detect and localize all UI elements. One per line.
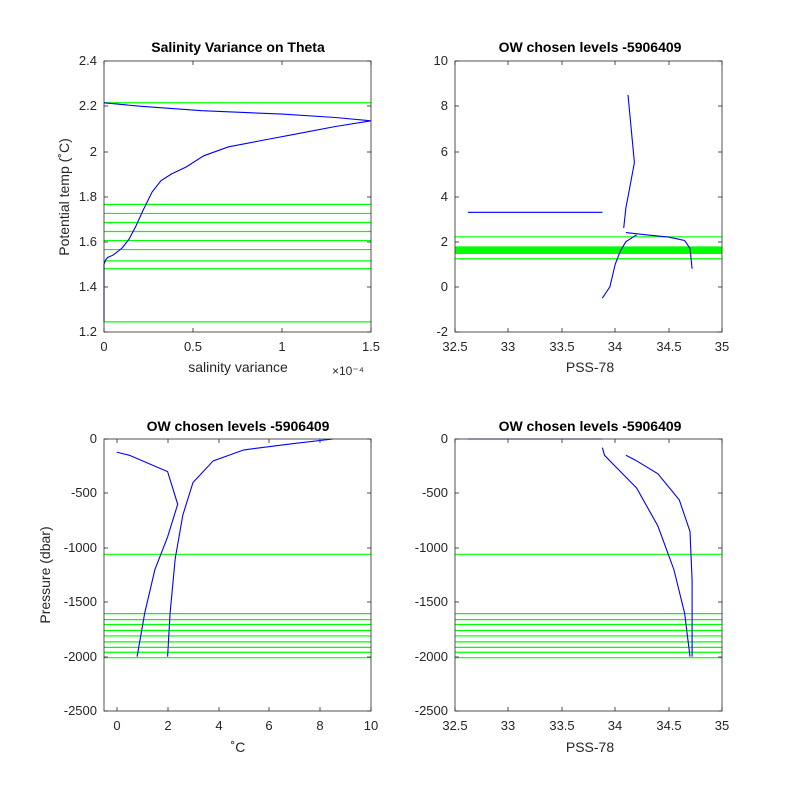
plot-area <box>104 61 371 332</box>
panel-title: OW chosen levels -5906409 <box>499 39 682 55</box>
panel-pressure-salinity: OW chosen levels -5906409 32.5 33 33.5 3… <box>415 418 729 755</box>
y-tick-labels: -2 0 2 4 6 8 10 <box>434 53 448 339</box>
x-tick-labels: 0 2 4 6 8 10 <box>113 718 378 733</box>
ticks <box>104 438 372 712</box>
x-tick-labels: 0 0.5 1 1.5 <box>100 339 380 354</box>
y-tick-label: 2 <box>90 144 97 159</box>
y-tick-label: 1.4 <box>79 279 97 294</box>
y-tick-label: 0 <box>90 431 97 446</box>
x-exponent-label: ×10⁻⁴ <box>332 364 364 378</box>
series-line <box>625 454 693 657</box>
y-tick-label: -500 <box>422 485 448 500</box>
y-tick-label: 8 <box>441 98 448 113</box>
x-tick-label: 33 <box>501 339 515 354</box>
series-line <box>167 438 333 657</box>
series-layer <box>116 438 333 657</box>
x-tick-label: 1 <box>278 339 285 354</box>
x-tick-label: 34 <box>608 339 622 354</box>
chosen-levels <box>104 553 371 659</box>
ticks <box>454 60 723 333</box>
axes-box <box>454 438 723 712</box>
chosen-levels <box>455 553 722 659</box>
x-axis-label: PSS-78 <box>566 359 614 375</box>
x-tick-label: 34.5 <box>656 339 681 354</box>
y-axis-label: Potential temp (˚C) <box>56 138 72 255</box>
series-line <box>623 94 635 229</box>
x-tick-label: 35 <box>715 339 729 354</box>
y-tick-label: -1500 <box>64 594 97 609</box>
y-tick-labels: -2500 -2000 -1500 -1000 -500 0 <box>64 431 97 718</box>
axes-box <box>103 60 372 333</box>
panel-salinity-variance: Salinity Variance on Theta 0 0.5 1 1.5 1… <box>56 39 380 378</box>
series-line <box>116 451 179 657</box>
series-line <box>601 234 637 299</box>
x-tick-label: 32.5 <box>442 339 467 354</box>
y-tick-label: 1.8 <box>79 189 97 204</box>
series-layer <box>467 94 693 299</box>
x-tick-label: 0 <box>113 718 120 733</box>
y-tick-label: 1.6 <box>79 234 97 249</box>
y-axis-label: Pressure (dbar) <box>37 526 53 623</box>
axes-box <box>103 438 372 712</box>
y-tick-label: 4 <box>441 189 448 204</box>
panel-title: Salinity Variance on Theta <box>151 39 325 55</box>
y-tick-label: 2.4 <box>79 53 97 68</box>
x-tick-label: 33 <box>501 718 515 733</box>
x-tick-label: 8 <box>316 718 323 733</box>
plot-area <box>455 439 722 711</box>
y-tick-label: 1.2 <box>79 324 97 339</box>
panel-pressure-temperature: OW chosen levels -5906409 0 2 4 6 8 10 -… <box>37 418 378 755</box>
y-tick-labels: -2500 -2000 -1500 -1000 -500 0 <box>415 431 448 718</box>
chosen-levels <box>455 236 722 260</box>
y-tick-label: 10 <box>434 53 448 68</box>
x-tick-label: 33.5 <box>549 718 574 733</box>
y-tick-label: -500 <box>71 485 97 500</box>
plot-area <box>455 61 722 332</box>
panel-title: OW chosen levels -5906409 <box>499 418 682 434</box>
x-tick-label: 34.5 <box>656 718 681 733</box>
y-tick-label: -2000 <box>415 649 448 664</box>
y-tick-label: -2500 <box>64 703 97 718</box>
y-tick-label: 2 <box>441 234 448 249</box>
series-line <box>625 232 693 269</box>
y-tick-label: -2500 <box>415 703 448 718</box>
x-axis-label: salinity variance <box>188 359 288 375</box>
x-tick-label: 0 <box>100 339 107 354</box>
y-tick-label: -1000 <box>64 540 97 555</box>
series-layer <box>103 102 372 322</box>
series-line <box>103 102 372 322</box>
plot-area <box>104 439 371 711</box>
axes-box <box>454 60 723 333</box>
y-tick-labels: 1.2 1.4 1.6 1.8 2 2.2 2.4 <box>79 53 97 339</box>
x-axis-label: PSS-78 <box>566 739 614 755</box>
x-tick-label: 35 <box>715 718 729 733</box>
x-tick-labels: 32.5 33 33.5 34 34.5 35 <box>442 339 729 354</box>
x-tick-label: 2 <box>164 718 171 733</box>
x-tick-labels: 32.5 33 33.5 34 34.5 35 <box>442 718 729 733</box>
y-tick-label: 0 <box>441 279 448 294</box>
y-tick-label: 2.2 <box>79 98 97 113</box>
ticks <box>454 438 723 712</box>
x-tick-label: 6 <box>265 718 272 733</box>
panel-theta-salinity: OW chosen levels -5906409 32.5 33 33.5 3… <box>434 39 730 375</box>
x-tick-label: 0.5 <box>184 339 202 354</box>
x-tick-label: 32.5 <box>442 718 467 733</box>
x-tick-label: 1.5 <box>362 339 380 354</box>
x-tick-label: 10 <box>364 718 378 733</box>
x-tick-label: 33.5 <box>549 339 574 354</box>
y-tick-label: 0 <box>441 431 448 446</box>
y-tick-label: -1000 <box>415 540 448 555</box>
y-tick-label: -2 <box>436 324 448 339</box>
x-tick-label: 4 <box>215 718 222 733</box>
y-tick-label: -1500 <box>415 594 448 609</box>
ticks <box>103 60 372 333</box>
x-axis-label: ˚C <box>231 739 246 755</box>
panel-title: OW chosen levels -5906409 <box>147 418 330 434</box>
y-tick-label: 6 <box>441 144 448 159</box>
x-tick-label: 34 <box>608 718 622 733</box>
series-line <box>601 447 691 657</box>
y-tick-label: -2000 <box>64 649 97 664</box>
chosen-levels <box>104 102 371 323</box>
